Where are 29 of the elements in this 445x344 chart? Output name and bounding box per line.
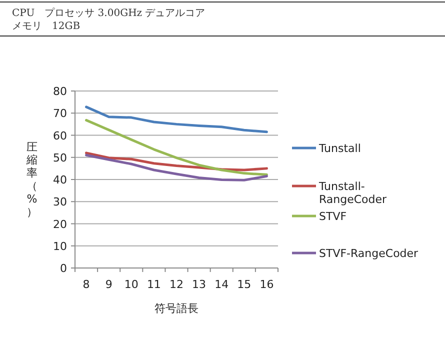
x-tick-label: 16 xyxy=(260,278,274,291)
x-tick-label: 8 xyxy=(82,278,90,291)
x-tick-label: 9 xyxy=(105,278,112,291)
x-tick-label: 14 xyxy=(214,278,229,291)
legend-label: Tunstall xyxy=(318,142,361,155)
legend-label: STVF xyxy=(319,210,347,223)
y-tick-label: 70 xyxy=(53,107,67,120)
y-tick-label: 60 xyxy=(53,129,67,142)
x-tick-label: 12 xyxy=(170,278,184,291)
legend-label: STVF-RangeCoder xyxy=(319,247,419,260)
y-tick-label: 10 xyxy=(53,240,67,253)
line-series xyxy=(85,118,268,176)
line-series xyxy=(85,154,268,182)
line-series xyxy=(85,106,268,134)
x-tick-label: 15 xyxy=(237,278,252,291)
x-tick-label: 13 xyxy=(192,278,206,291)
y-tick-label: 20 xyxy=(53,218,67,231)
y-tick-label: 40 xyxy=(53,174,67,186)
y-tick-label: 0 xyxy=(60,262,67,275)
y-tick-label: 50 xyxy=(53,151,67,164)
x-tick-label: 10 xyxy=(124,278,138,291)
x-tick-label: 11 xyxy=(146,278,161,291)
legend-label: Tunstall-RangeCoder xyxy=(318,180,388,206)
text: メモリ 12GB xyxy=(12,21,80,32)
x-axis-title: 符号語長 xyxy=(154,302,198,315)
y-tick-label: 80 xyxy=(53,85,67,98)
y-axis-title: 圧縮率（%） xyxy=(26,140,38,218)
y-tick-label: 30 xyxy=(53,196,67,209)
text: CPU プロセッサ 3.00GHz デュアルコア xyxy=(12,7,206,19)
